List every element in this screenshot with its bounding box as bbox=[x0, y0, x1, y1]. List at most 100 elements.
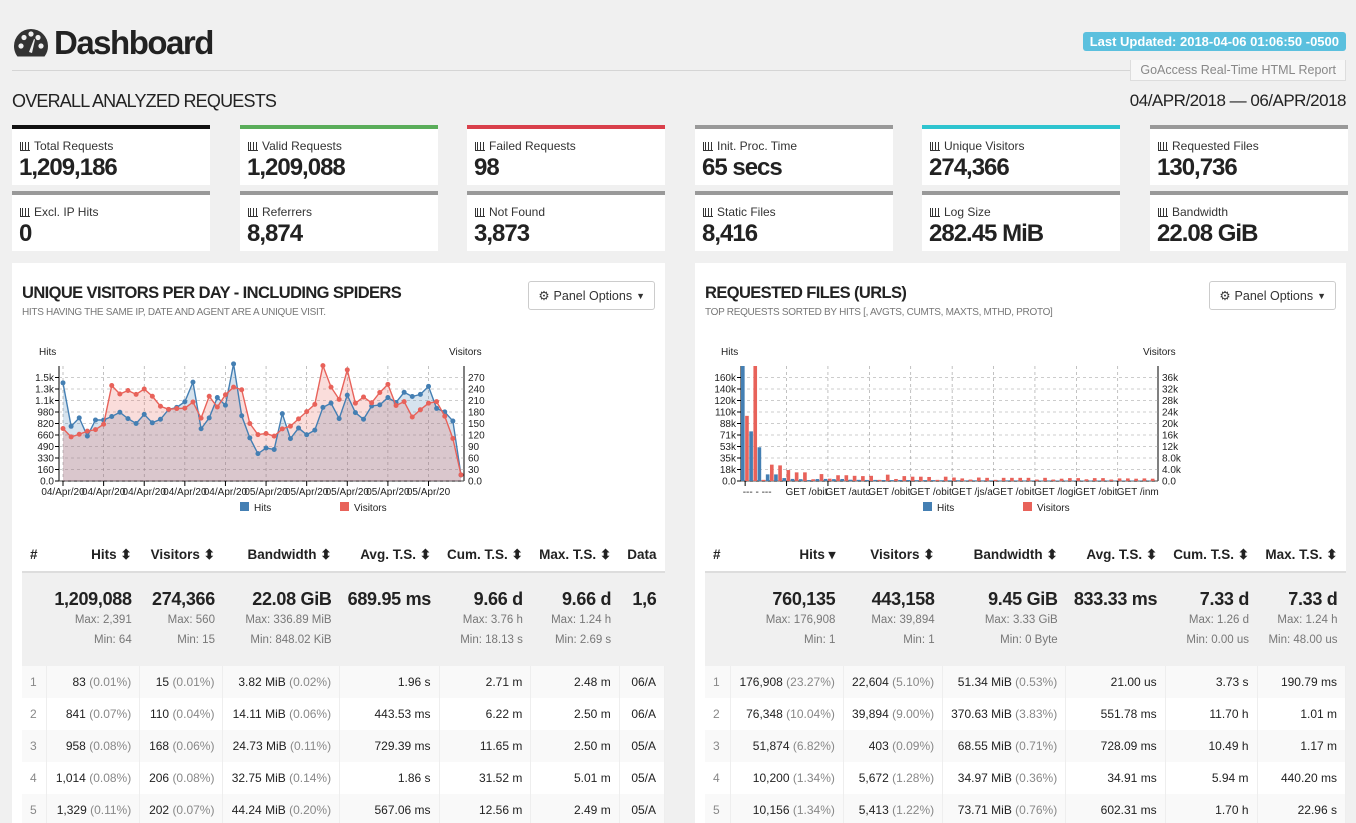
bar-hits bbox=[882, 480, 886, 481]
bar-visitors bbox=[1085, 479, 1089, 481]
metric-label: Failed Requests bbox=[475, 139, 576, 153]
data-point bbox=[377, 402, 382, 407]
table-cell: 2.50 m bbox=[531, 698, 619, 730]
bar-visitors bbox=[836, 475, 840, 481]
panel-subtitle: HITS HAVING THE SAME IP, DATE AND AGENT … bbox=[22, 307, 326, 318]
cell-value: 31.52 m bbox=[479, 771, 522, 785]
cell-percent: (0.06%) bbox=[289, 707, 331, 721]
data-point bbox=[329, 385, 334, 390]
y2-tick-label: 0.0 bbox=[468, 477, 482, 488]
data-point bbox=[134, 392, 139, 397]
table-cell: 5,413 (1.22%) bbox=[843, 794, 942, 823]
summary-value: 443,158 bbox=[851, 589, 934, 610]
cell-value: 176,908 bbox=[739, 675, 782, 689]
table-row[interactable]: 2 841 (0.07%)110 (0.04%)14.11 MiB (0.06%… bbox=[22, 698, 665, 730]
data-point bbox=[85, 429, 90, 434]
metric-label-text: Excl. IP Hits bbox=[34, 205, 98, 219]
data-point bbox=[117, 391, 122, 396]
cell-percent: (0.36%) bbox=[1015, 771, 1057, 785]
cell-percent: (3.83%) bbox=[1015, 707, 1057, 721]
cell-percent: (0.04%) bbox=[172, 707, 214, 721]
table-row[interactable]: 2 76,348 (10.04%)39,894 (9.00%)370.63 Mi… bbox=[705, 698, 1346, 730]
bar-visitors bbox=[778, 465, 782, 481]
table-row[interactable]: 3 51,874 (6.82%)403 (0.09%)68.55 MiB (0.… bbox=[705, 730, 1346, 762]
bar-visitors bbox=[1134, 479, 1138, 481]
legend-swatch bbox=[240, 502, 249, 511]
table-row[interactable]: 4 10,200 (1.34%)5,672 (1.28%)34.97 MiB (… bbox=[705, 762, 1346, 794]
column-header[interactable]: Visitors ⬍ bbox=[140, 538, 223, 572]
table-cell: 1 bbox=[705, 666, 731, 698]
table-cell: 190.79 ms bbox=[1257, 666, 1345, 698]
table-row[interactable]: 1 83 (0.01%)15 (0.01%)3.82 MiB (0.02%)1.… bbox=[22, 666, 665, 698]
x-tick-label: 05/Apr/20 bbox=[285, 487, 329, 498]
bar-visitors bbox=[969, 480, 973, 481]
cell-value: 83 bbox=[73, 675, 86, 689]
column-header[interactable]: Avg. T.S. ⬍ bbox=[340, 538, 439, 572]
metric-label-text: Init. Proc. Time bbox=[717, 139, 797, 153]
cell-value: 5.01 m bbox=[574, 771, 611, 785]
cell-percent: (0.76%) bbox=[1015, 803, 1057, 817]
bar-hits bbox=[1023, 480, 1027, 481]
table-cell: 34.91 ms bbox=[1066, 762, 1165, 794]
table-cell: 5 bbox=[22, 794, 46, 823]
column-header[interactable]: Bandwidth ⬍ bbox=[943, 538, 1066, 572]
cell-value: 2.49 m bbox=[574, 803, 611, 817]
bar-visitors bbox=[927, 477, 931, 481]
bar-visitors bbox=[952, 478, 956, 481]
column-header[interactable]: Visitors ⬍ bbox=[843, 538, 942, 572]
data-point bbox=[434, 399, 439, 404]
table-cell: 567.06 ms bbox=[340, 794, 439, 823]
bar-visitors bbox=[936, 480, 940, 481]
table-row[interactable]: 4 1,014 (0.08%)206 (0.08%)32.75 MiB (0.1… bbox=[22, 762, 665, 794]
table-row[interactable]: 3 958 (0.08%)168 (0.06%)24.73 MiB (0.11%… bbox=[22, 730, 665, 762]
column-header: # bbox=[22, 538, 46, 572]
table-row[interactable]: 1 176,908 (23.27%)22,604 (5.10%)51.34 Mi… bbox=[705, 666, 1346, 698]
data-point bbox=[93, 417, 98, 422]
bar-visitors bbox=[902, 476, 906, 481]
y-tick-label: 660 bbox=[37, 431, 54, 442]
column-header: # bbox=[705, 538, 731, 572]
cell-value: 1.86 s bbox=[398, 771, 431, 785]
cell-value: 05/A bbox=[631, 739, 656, 753]
column-header[interactable]: Data bbox=[619, 538, 664, 572]
cell-value: 51.34 MiB bbox=[958, 675, 1012, 689]
column-header[interactable]: Cum. T.S. ⬍ bbox=[439, 538, 531, 572]
bar-hits bbox=[1072, 480, 1076, 481]
cell-percent: (1.34%) bbox=[793, 771, 835, 785]
table-cell: 31.52 m bbox=[439, 762, 531, 794]
panel-options-button[interactable]: ⚙Panel Options▼ bbox=[528, 281, 655, 310]
legend-swatch bbox=[923, 502, 932, 511]
table-row[interactable]: 5 10,156 (1.34%)5,413 (1.22%)73.71 MiB (… bbox=[705, 794, 1346, 823]
table-row[interactable]: 5 1,329 (0.11%)202 (0.07%)44.24 MiB (0.2… bbox=[22, 794, 665, 823]
data-point bbox=[337, 416, 342, 421]
data-point bbox=[77, 415, 82, 420]
summary-value: 9.45 GiB bbox=[951, 589, 1058, 610]
column-header[interactable]: Cum. T.S. ⬍ bbox=[1165, 538, 1257, 572]
column-header[interactable]: Hits ⬍ bbox=[46, 538, 139, 572]
summary-value: 7.33 d bbox=[1265, 589, 1337, 610]
data-point bbox=[361, 417, 366, 422]
column-header[interactable]: Avg. T.S. ⬍ bbox=[1066, 538, 1165, 572]
column-header[interactable]: Bandwidth ⬍ bbox=[223, 538, 340, 572]
data-point bbox=[418, 392, 423, 397]
data-point bbox=[101, 422, 106, 427]
data-point bbox=[394, 403, 399, 408]
data-point bbox=[207, 394, 212, 399]
y-tick-label: 1.5k bbox=[35, 373, 55, 384]
data-point bbox=[158, 404, 163, 409]
cell-value: 443.53 ms bbox=[374, 707, 430, 721]
y2-tick-label: 0.0 bbox=[1162, 477, 1176, 488]
column-header[interactable]: Max. T.S. ⬍ bbox=[531, 538, 619, 572]
table-cell: 1 bbox=[22, 666, 46, 698]
bar-hits bbox=[832, 479, 836, 481]
bar-visitors bbox=[1002, 478, 1006, 481]
column-header[interactable]: Max. T.S. ⬍ bbox=[1257, 538, 1345, 572]
summary-max: Max: 1.24 h bbox=[1265, 610, 1337, 630]
y-tick-label: 71k bbox=[720, 431, 737, 442]
panel-options-button[interactable]: ⚙Panel Options▼ bbox=[1209, 281, 1336, 310]
cell-value: 1,329 bbox=[57, 803, 87, 817]
summary-min: Min: 2.69 s bbox=[539, 630, 611, 650]
column-header[interactable]: Hits ▾ bbox=[731, 538, 843, 572]
data-point bbox=[125, 416, 130, 421]
